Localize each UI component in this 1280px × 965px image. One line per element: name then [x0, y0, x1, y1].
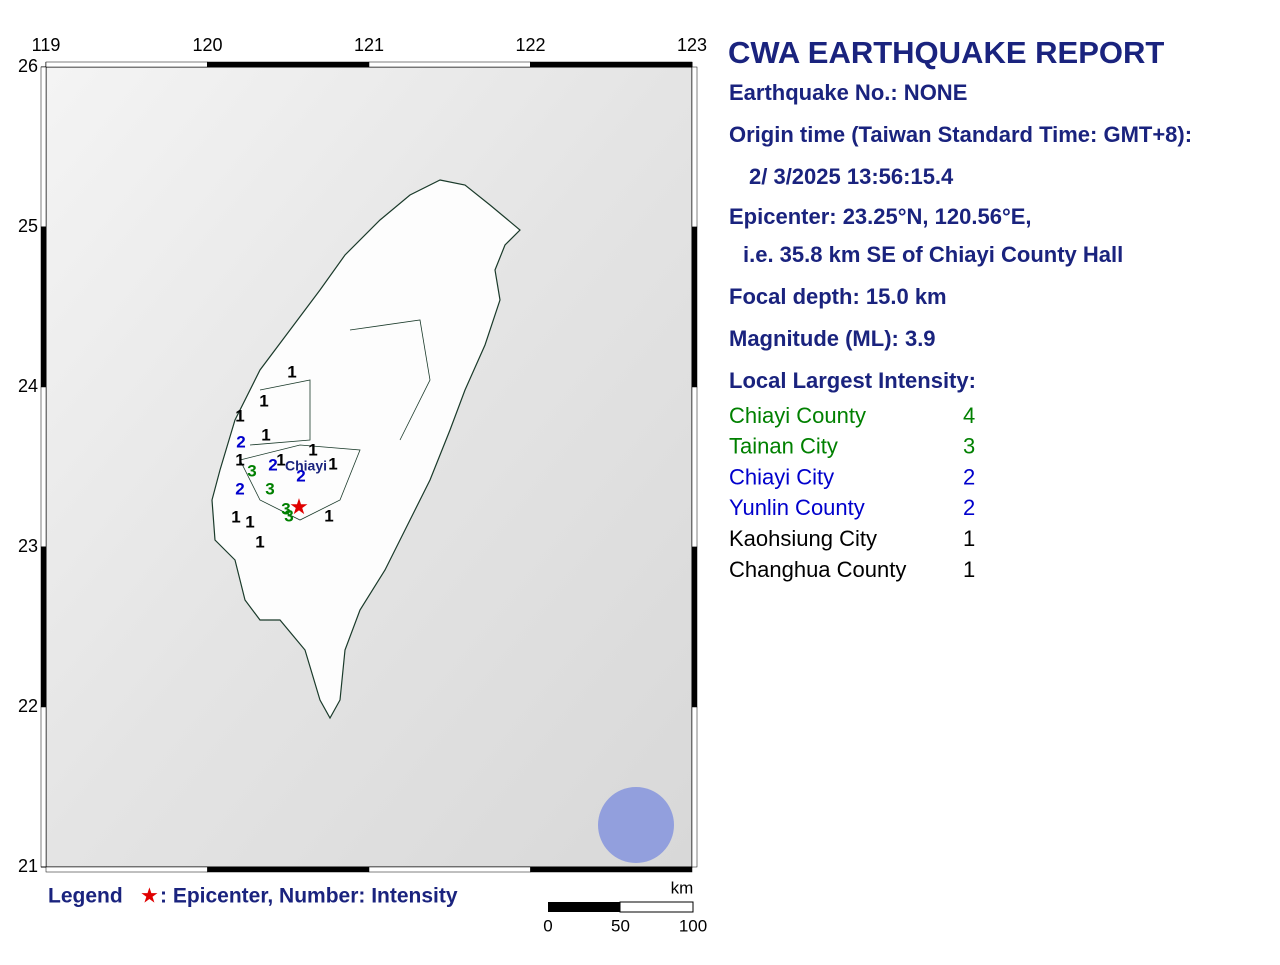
intensity-value: 2 — [963, 495, 975, 520]
station-intensity: 1 — [324, 506, 333, 525]
taiwan-outline — [211, 179, 521, 720]
county-borders — [239, 319, 431, 521]
frame-band — [40, 706, 47, 868]
intensity-value: 1 — [963, 557, 975, 582]
intensity-value: 1 — [963, 526, 975, 551]
scale-bar-white — [619, 901, 694, 913]
intensity-value: 3 — [963, 434, 975, 459]
epicenter-star: ★ — [289, 494, 309, 519]
lat-label: 26 — [18, 56, 38, 76]
report-line: 2/ 3/2025 13:56:15.4 — [749, 164, 954, 189]
station-intensity: 3 — [284, 506, 293, 525]
station-intensity: 2 — [296, 466, 305, 485]
frame-band — [691, 706, 698, 868]
report-line: Epicenter: 23.25°N, 120.56°E, — [729, 204, 1032, 229]
report-line: Earthquake No.: NONE — [729, 80, 967, 105]
lat-label: 24 — [18, 376, 38, 396]
legend-symbol: ★ — [140, 885, 159, 908]
frame-band — [530, 61, 693, 68]
scale-label: 100 — [679, 916, 707, 935]
frame-band — [40, 546, 47, 708]
frame-band — [368, 866, 531, 873]
station-intensity: 1 — [259, 391, 268, 410]
city-label: Chiayi — [285, 458, 327, 474]
station-intensity: 2 — [268, 455, 277, 474]
station-intensity: 1 — [276, 450, 285, 469]
station-intensity: 1 — [261, 425, 270, 444]
station-intensity: 1 — [328, 454, 337, 473]
lon-label: 123 — [677, 35, 707, 55]
station-intensity: 2 — [236, 432, 245, 451]
frame-band — [40, 66, 47, 228]
intensity-area: Changhua County — [729, 557, 906, 582]
report-line: i.e. 35.8 km SE of Chiayi County Hall — [743, 242, 1123, 267]
scale-label: 0 — [543, 916, 552, 935]
cwa-logo — [598, 787, 674, 863]
report-title: CWA EARTHQUAKE REPORT — [728, 35, 1164, 70]
station-intensity: 3 — [281, 499, 290, 518]
scale-bar-black — [548, 902, 620, 912]
lon-label: 121 — [354, 35, 384, 55]
report-line: Origin time (Taiwan Standard Time: GMT+8… — [729, 122, 1192, 147]
frame-band — [45, 61, 208, 68]
lon-label: 120 — [192, 35, 222, 55]
report-line: Magnitude (ML): 3.9 — [729, 326, 936, 351]
intensity-area: Yunlin County — [729, 495, 865, 520]
intensity-area: Chiayi County — [729, 403, 866, 428]
lon-label: 119 — [32, 35, 61, 55]
frame-band — [368, 61, 531, 68]
frame-band — [530, 866, 693, 873]
intensity-area: Kaohsiung City — [729, 526, 877, 551]
station-intensity: 1 — [245, 512, 254, 531]
frame-band — [691, 226, 698, 388]
frame-band — [207, 61, 370, 68]
report-line: Focal depth: 15.0 km — [729, 284, 947, 309]
lat-label: 23 — [18, 536, 38, 556]
frame-band — [691, 386, 698, 548]
legend-title: Legend — [48, 885, 123, 908]
intensity-area: Tainan City — [729, 434, 838, 459]
lat-label: 25 — [18, 216, 38, 236]
frame-band — [691, 66, 698, 228]
frame-band — [45, 866, 208, 873]
lat-label: 21 — [18, 856, 38, 876]
frame-band — [207, 866, 370, 873]
frame-band — [691, 546, 698, 708]
station-intensity: 1 — [231, 507, 240, 526]
station-intensity: 1 — [287, 362, 296, 381]
station-intensity: 1 — [235, 450, 244, 469]
station-intensity: 2 — [235, 479, 244, 498]
station-intensity: 1 — [255, 532, 264, 551]
frame-band — [40, 386, 47, 548]
station-intensity: 3 — [247, 461, 256, 480]
legend-text: : Epicenter, Number: Intensity — [160, 885, 458, 908]
frame-band — [40, 226, 47, 388]
lon-label: 122 — [515, 35, 545, 55]
intensity-area: Chiayi City — [729, 464, 834, 489]
report-line: Local Largest Intensity: — [729, 368, 976, 393]
scale-unit: km — [671, 878, 694, 897]
station-intensity: 1 — [308, 440, 317, 459]
station-intensity: 1 — [235, 406, 244, 425]
intensity-value: 4 — [963, 403, 975, 428]
lat-label: 22 — [18, 696, 38, 716]
station-intensity: 3 — [265, 479, 274, 498]
scale-label: 50 — [611, 916, 630, 935]
intensity-value: 2 — [963, 464, 975, 489]
